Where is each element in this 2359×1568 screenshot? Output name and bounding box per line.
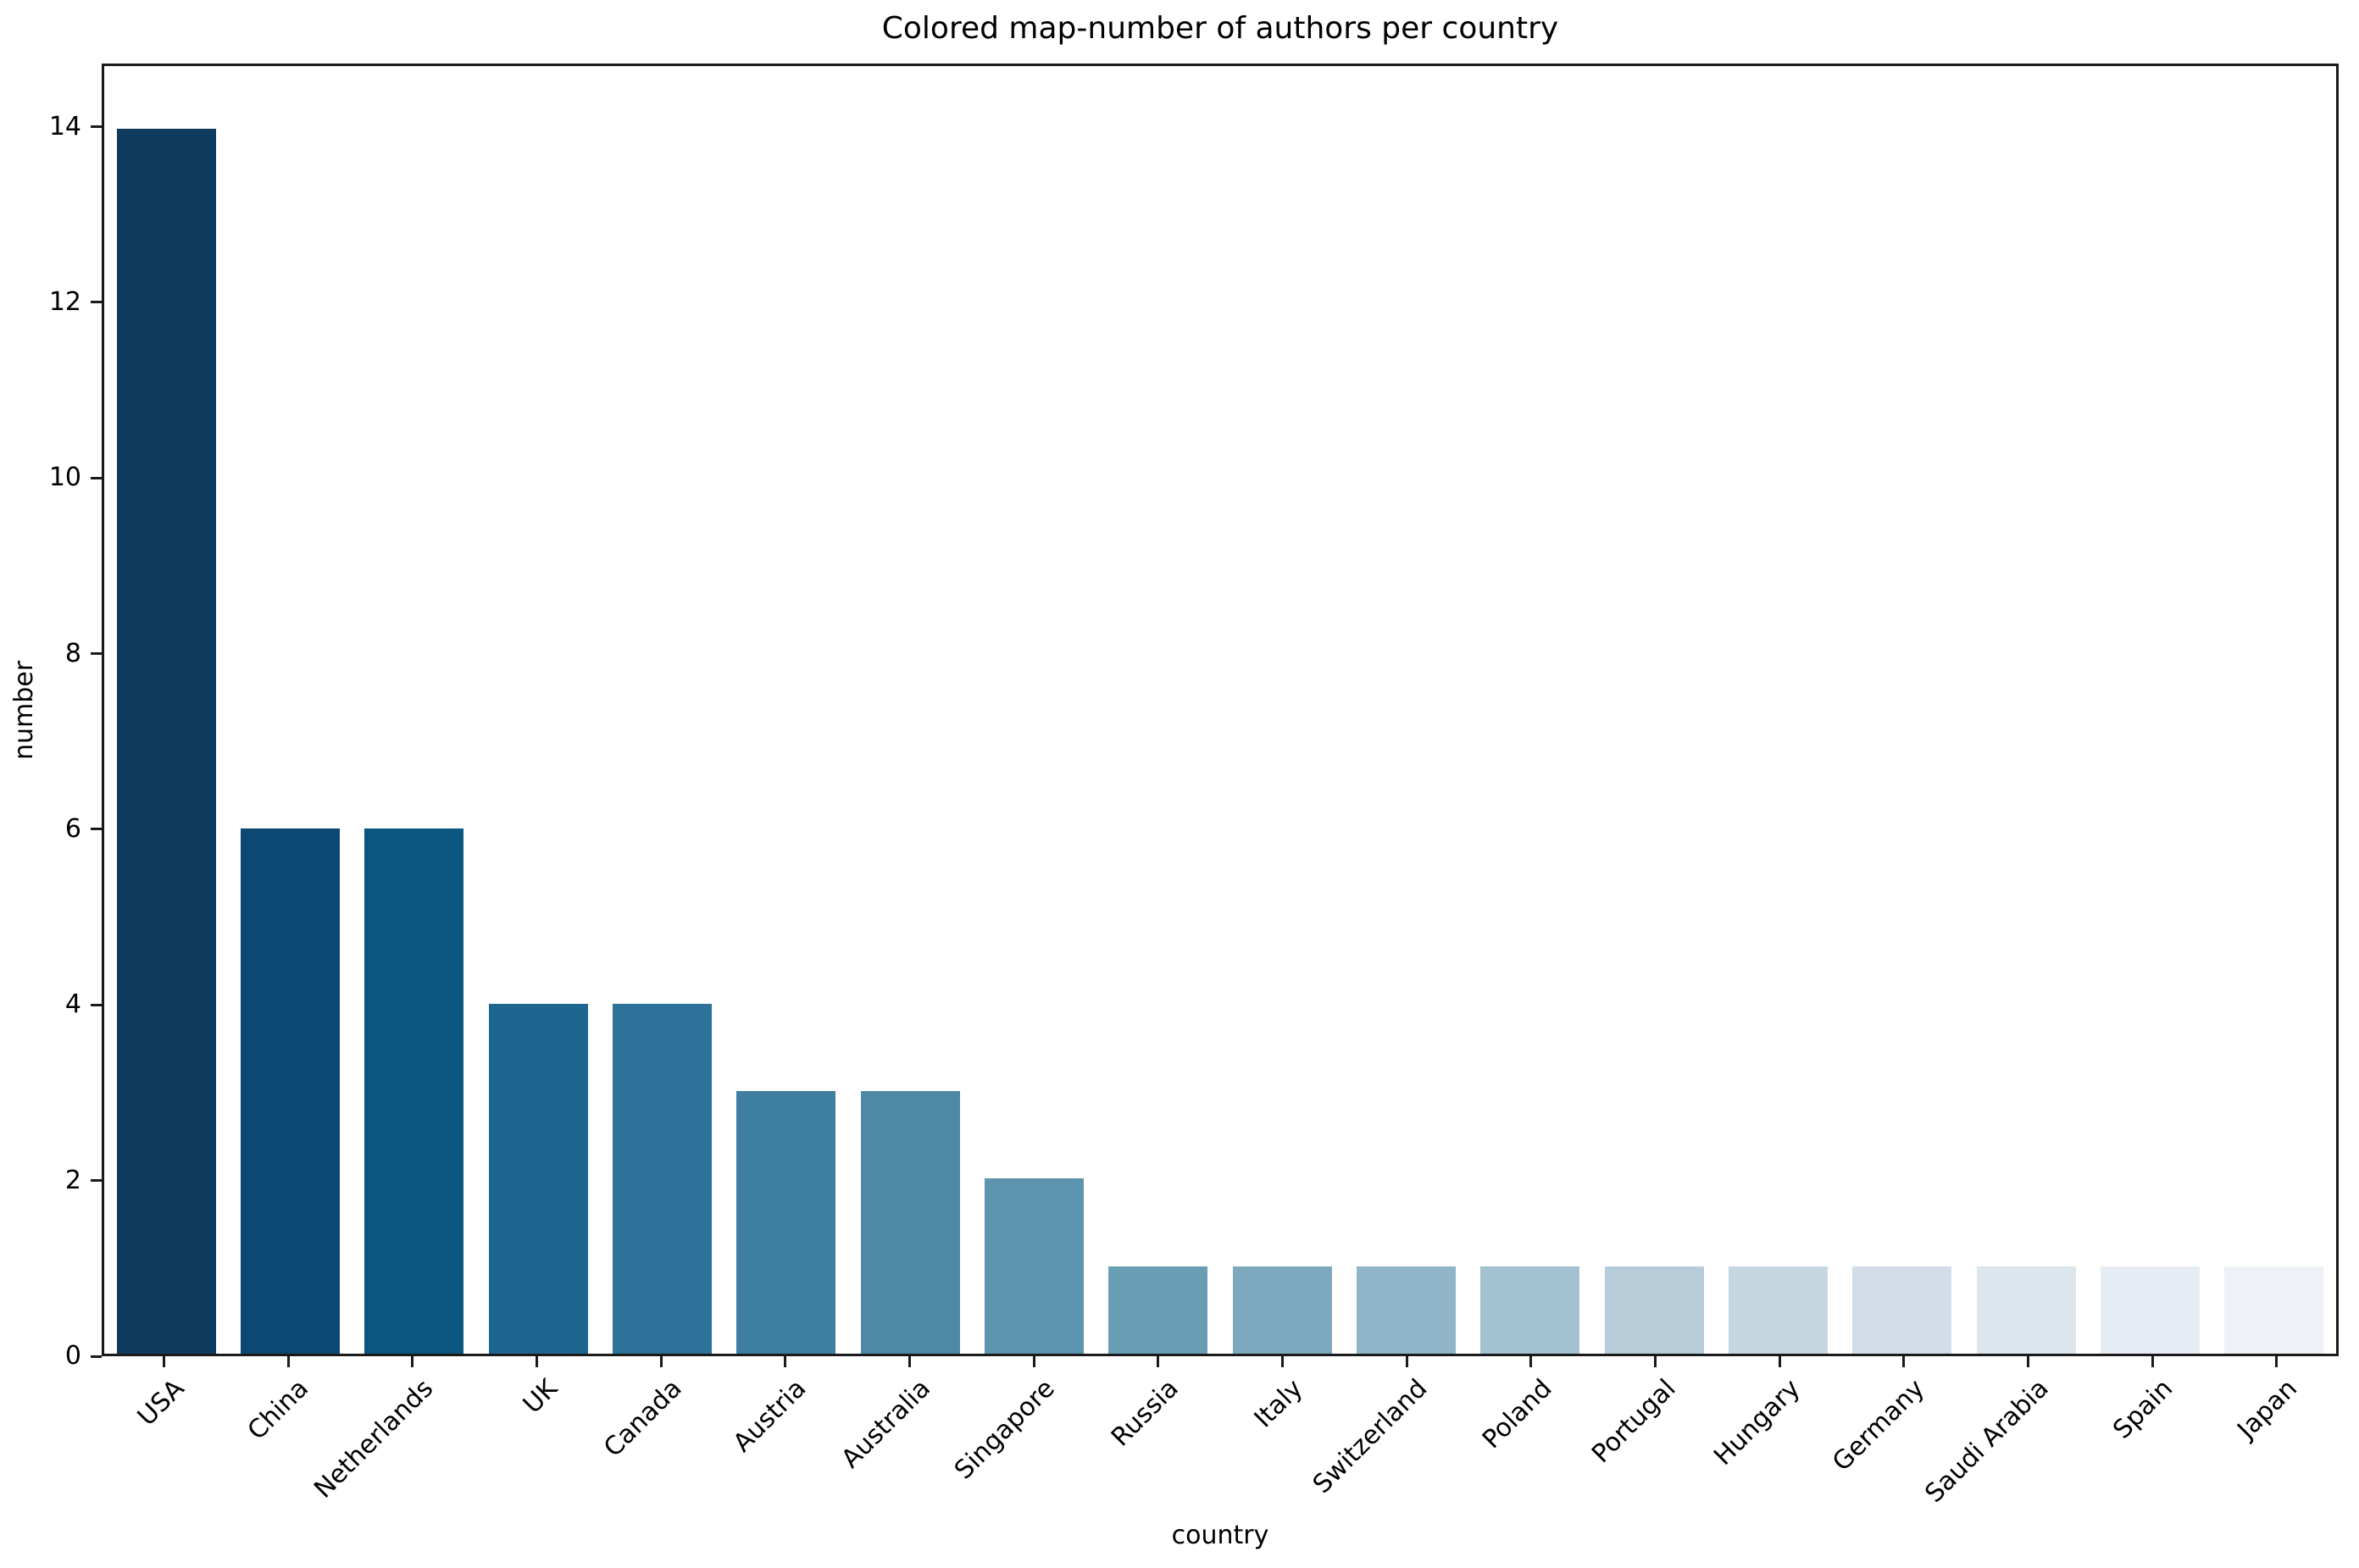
bar-switzerland <box>1356 1266 1456 1354</box>
x-axis-tick-mark <box>908 1356 911 1367</box>
x-tick-label: Hungary <box>1707 1373 1807 1471</box>
x-tick-label: UK <box>517 1373 563 1420</box>
y-axis-tick-mark <box>91 828 102 831</box>
x-axis-tick-mark <box>1280 1356 1284 1367</box>
bar-australia <box>860 1091 960 1354</box>
x-tick-label: China <box>241 1373 315 1446</box>
x-axis-tick-mark <box>2151 1356 2154 1367</box>
bar-singapore <box>984 1178 1084 1354</box>
x-tick-label: Japan <box>2232 1373 2303 1445</box>
y-axis-tick-mark <box>91 652 102 656</box>
y-axis-label: number <box>0 64 49 1356</box>
bar-japan <box>2224 1266 2324 1354</box>
bar-group <box>476 66 600 1354</box>
x-tick-label: Poland <box>1476 1373 1557 1455</box>
x-axis-tick-mark <box>162 1356 165 1367</box>
x-axis-tick-mark <box>1529 1356 1533 1367</box>
bar-group <box>1344 66 1468 1354</box>
y-tick-label: 8 <box>64 638 81 668</box>
x-tick-label: Portugal <box>1586 1373 1682 1470</box>
chart-title: Colored map-number of authors per countr… <box>881 11 1559 46</box>
x-axis-tick-mark <box>1778 1356 1781 1367</box>
x-axis-tick-mark <box>1032 1356 1035 1367</box>
x-tick-label: Netherlands <box>308 1373 439 1504</box>
x-axis-tick-mark <box>1653 1356 1657 1367</box>
x-axis-tick-mark <box>1157 1356 1160 1367</box>
bar-group <box>2212 66 2336 1354</box>
x-axis-tick-mark <box>1902 1356 1906 1367</box>
bar-canada <box>612 1003 712 1354</box>
bar-germany <box>1852 1266 1952 1354</box>
bar-italy <box>1232 1266 1332 1354</box>
y-tick-label: 2 <box>64 1165 81 1195</box>
bar-group <box>1468 66 1592 1354</box>
bar-group <box>1220 66 1344 1354</box>
bar-group <box>1096 66 1220 1354</box>
bar-portugal <box>1604 1266 1704 1354</box>
bar-netherlands <box>364 828 464 1354</box>
bar-poland <box>1480 1266 1580 1354</box>
y-tick-label: 10 <box>48 463 81 493</box>
bar-uk <box>488 1003 588 1354</box>
x-tick-label: Australia <box>835 1373 936 1475</box>
y-axis-tick-mark <box>91 1355 102 1358</box>
bar-china <box>240 828 341 1354</box>
x-axis-tick-mark <box>1405 1356 1408 1367</box>
y-axis-tick-mark <box>91 1179 102 1183</box>
x-tick-label: Singapore <box>948 1373 1061 1486</box>
y-tick-label: 14 <box>48 111 81 141</box>
bar-usa <box>116 129 216 1354</box>
bar-spain <box>2100 1266 2200 1354</box>
x-axis-tick-mark <box>2275 1356 2279 1367</box>
y-axis-label-text: number <box>9 660 40 760</box>
x-tick-label: Saudi Arabia <box>1919 1373 2055 1509</box>
bar-group <box>848 66 972 1354</box>
x-tick-label: Spain <box>2107 1373 2179 1445</box>
bar-group <box>2088 66 2212 1354</box>
x-axis-tick-mark <box>535 1356 538 1367</box>
x-tick-label: Germany <box>1826 1373 1930 1477</box>
bar-group <box>352 66 476 1354</box>
plot-area <box>102 64 2339 1356</box>
y-tick-label: 0 <box>64 1341 81 1371</box>
x-tick-label: USA <box>132 1373 191 1432</box>
y-tick-label: 6 <box>64 813 81 844</box>
x-tick-label: Austria <box>727 1373 812 1459</box>
x-axis-label: country <box>1171 1521 1269 1550</box>
x-tick-label: Canada <box>597 1373 688 1464</box>
bar-group <box>1840 66 1964 1354</box>
bars-container <box>104 66 2336 1354</box>
bar-group <box>600 66 724 1354</box>
x-tick-label: Switzerland <box>1307 1373 1434 1500</box>
x-axis-tick-mark <box>784 1356 787 1367</box>
y-axis-tick-mark <box>91 301 102 304</box>
x-axis-tick-mark <box>411 1356 414 1367</box>
y-tick-label: 12 <box>48 286 81 317</box>
bar-group <box>972 66 1096 1354</box>
bar-austria <box>736 1091 836 1354</box>
bar-group <box>1592 66 1716 1354</box>
bar-group <box>724 66 848 1354</box>
x-tick-label: Italy <box>1248 1373 1309 1434</box>
y-axis-tick-mark <box>91 125 102 129</box>
x-tick-label: Russia <box>1106 1373 1185 1453</box>
y-axis-tick-mark <box>91 1003 102 1006</box>
y-axis-tick-mark <box>91 476 102 479</box>
bar-group <box>1964 66 2088 1354</box>
bar-group <box>228 66 352 1354</box>
y-tick-label: 4 <box>64 989 81 1020</box>
bar-group <box>104 66 228 1354</box>
bar-saudi-arabia <box>1976 1266 2076 1354</box>
bar-group <box>1716 66 1840 1354</box>
x-axis-tick-mark <box>659 1356 663 1367</box>
x-axis-tick-mark <box>2026 1356 2029 1367</box>
bar-russia <box>1108 1266 1208 1354</box>
bar-hungary <box>1728 1266 1828 1354</box>
x-axis-tick-mark <box>286 1356 290 1367</box>
